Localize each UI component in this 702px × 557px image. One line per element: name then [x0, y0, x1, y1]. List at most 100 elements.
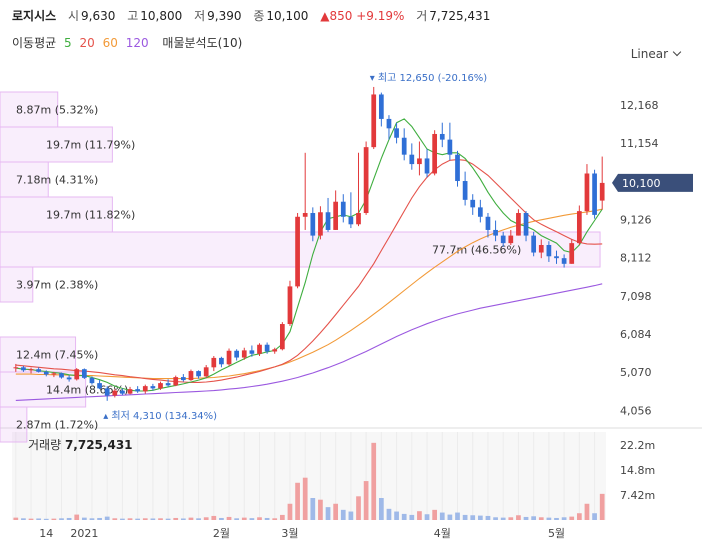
candle-body	[371, 94, 377, 148]
volume-bar	[28, 518, 34, 520]
candle-body	[592, 173, 597, 215]
candle-body	[485, 216, 491, 230]
candle-body	[66, 377, 72, 380]
candle-body	[401, 137, 407, 155]
volume-bar	[500, 517, 506, 520]
volume-bar	[432, 509, 438, 520]
volume-bar	[226, 516, 232, 520]
volume-bar	[234, 518, 240, 520]
candle-body	[97, 383, 102, 389]
volume-profile-bar	[0, 161, 49, 198]
volume-value: 7,725,431	[429, 9, 491, 23]
volume-bar	[447, 514, 453, 520]
candle-body	[120, 390, 125, 394]
volume-label: 거	[416, 9, 428, 23]
scale-dropdown[interactable]: Linear	[630, 47, 682, 61]
volume-bar	[13, 517, 19, 520]
volume-title: 거래량	[28, 438, 62, 452]
candle-body	[447, 139, 453, 155]
high-label: 고	[127, 9, 139, 23]
volume-bar	[592, 513, 597, 520]
ma5-line	[15, 118, 603, 392]
volume-bar	[165, 518, 171, 520]
price-tick-label: 9,126	[620, 214, 652, 227]
volume-bar	[470, 515, 476, 520]
candle-body	[150, 386, 156, 389]
candle-body	[584, 173, 590, 212]
candle-body	[493, 229, 498, 236]
scale-label: Linear	[630, 47, 668, 61]
candle-body	[340, 201, 346, 217]
candle-body	[538, 245, 544, 253]
candle-body	[546, 245, 552, 257]
volume-bar	[386, 508, 392, 520]
candle-body	[13, 367, 19, 369]
candle-body	[104, 388, 110, 396]
volume-bar	[66, 517, 72, 520]
volume-tick-label: 22.2m	[620, 439, 655, 452]
candle-body	[279, 324, 285, 350]
candle-body	[188, 371, 194, 381]
volume-bar	[203, 517, 209, 520]
volume-bar	[493, 517, 498, 520]
candle-body	[142, 386, 148, 392]
volume-bar	[279, 514, 285, 520]
volume-bar	[531, 516, 537, 520]
volume-bar	[485, 515, 491, 520]
volume-bar	[36, 518, 42, 520]
volume-bar	[508, 517, 514, 520]
volume-bar	[325, 507, 331, 520]
volume-bar	[211, 515, 217, 520]
candle-body	[554, 256, 559, 259]
volume-bar	[158, 518, 163, 520]
moving-average-label[interactable]: 이동평균	[12, 36, 57, 50]
volume-bar	[439, 512, 445, 520]
volume-bar	[150, 518, 156, 520]
indicator-legend[interactable]: 이동평균 5 20 60 120 매물분석도(10)	[12, 34, 246, 51]
ma120-label: 120	[125, 36, 149, 50]
volume-bar	[340, 509, 346, 520]
current-price-label: 10,100	[622, 177, 661, 190]
volume-profile: 8.87m (5.32%) 19.7m (11.79%) 7.18m (4.31%)…	[0, 91, 601, 443]
price-tick-label: 8,112	[620, 252, 652, 265]
candle-body	[500, 235, 506, 244]
candle-body	[249, 350, 255, 354]
candle-body	[28, 369, 34, 371]
volume-bar	[538, 517, 544, 520]
candle-body	[272, 349, 278, 352]
volume-panel-title: 거래량 7,725,431	[28, 436, 133, 453]
volume-profile-bar	[0, 406, 28, 443]
candle-body	[241, 350, 247, 358]
candle-body	[477, 207, 483, 217]
candle-body	[59, 373, 64, 378]
x-tick-label: 4월	[434, 527, 451, 540]
candle-body	[531, 235, 537, 253]
volume-profile-label[interactable]: 매물분석도(10)	[162, 36, 243, 50]
open-label: 시	[68, 9, 80, 23]
candle-body	[180, 377, 186, 381]
candle-body	[599, 182, 605, 201]
volume-bar	[295, 482, 300, 520]
price-tick-label: 4,056	[620, 404, 652, 417]
candle-body	[36, 369, 42, 372]
volume-panel-bg	[12, 432, 606, 520]
volume-profile-bar	[0, 126, 113, 163]
current-price-tag	[612, 173, 693, 192]
candle-body	[516, 213, 521, 236]
volume-bar	[135, 518, 141, 520]
volume-bar	[356, 496, 361, 520]
price-tick-label: 5,070	[620, 366, 652, 379]
volume-bar	[561, 517, 567, 520]
candle-body	[127, 389, 133, 394]
volume-bar	[302, 477, 308, 520]
x-tick-label: 2월	[213, 527, 230, 540]
volume-bar	[196, 518, 201, 520]
close-value: 10,100	[266, 9, 309, 23]
x-tick-label: 14	[39, 527, 53, 540]
ma5-label: 5	[64, 36, 72, 50]
volume-bar	[516, 515, 521, 520]
candle-body	[226, 350, 232, 365]
close-label: 종	[253, 9, 265, 23]
volume-bar	[417, 511, 422, 520]
